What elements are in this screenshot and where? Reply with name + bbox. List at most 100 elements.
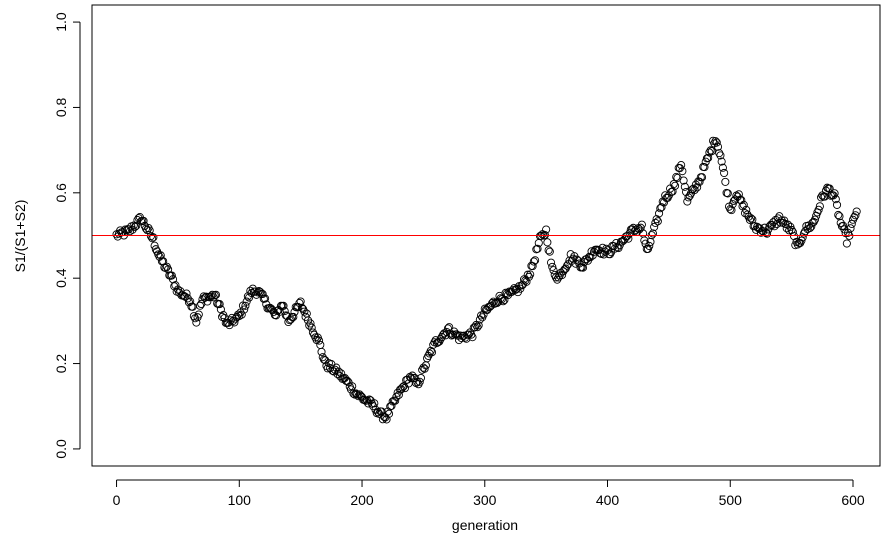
data-point (679, 176, 688, 185)
data-point (350, 390, 359, 399)
data-point (332, 363, 341, 372)
data-point (241, 301, 250, 310)
x-tick-label: 0 (113, 492, 121, 508)
plot-frame (91, 4, 881, 467)
data-point (742, 205, 751, 214)
data-point (663, 193, 672, 202)
data-point (705, 148, 714, 157)
data-point (684, 193, 693, 202)
data-point (700, 163, 709, 172)
data-point (148, 234, 157, 243)
y-tick-label: 0.8 (53, 98, 69, 118)
data-point (683, 197, 692, 206)
data-point (716, 151, 725, 160)
data-point (419, 363, 428, 372)
data-point (192, 318, 201, 327)
data-point (343, 376, 352, 385)
data-point (420, 364, 429, 373)
y-tick-label: 1.0 (53, 12, 69, 32)
data-point (836, 218, 845, 227)
data-point (747, 214, 756, 223)
data-point (445, 323, 454, 332)
data-point (672, 172, 681, 182)
data-point (586, 253, 595, 262)
data-point (715, 149, 724, 158)
data-point (377, 407, 386, 416)
data-point (707, 147, 716, 156)
data-point (852, 207, 861, 216)
data-point (637, 220, 646, 229)
data-point (553, 275, 562, 284)
data-point (307, 323, 316, 332)
data-point (472, 320, 481, 330)
y-tick-label: 0.4 (53, 268, 69, 288)
data-point (745, 215, 754, 224)
x-tick-label: 400 (596, 492, 620, 508)
data-point (797, 236, 806, 245)
data-point (720, 168, 729, 178)
data-point (718, 163, 727, 172)
data-point (151, 245, 160, 254)
data-point (847, 219, 856, 228)
data-point (457, 333, 466, 343)
y-axis-label: S1/(S1+S2) (12, 200, 28, 273)
data-point (474, 321, 483, 330)
data-point (631, 225, 640, 234)
data-point (256, 287, 265, 296)
data-point (648, 229, 657, 238)
data-point (194, 310, 203, 319)
data-point (693, 183, 702, 192)
data-point (289, 312, 298, 322)
data-point (846, 224, 855, 233)
data-point (499, 297, 508, 306)
data-point (726, 205, 735, 214)
data-point (669, 179, 678, 189)
data-point (562, 261, 572, 270)
data-point (216, 305, 225, 314)
data-point (125, 227, 135, 236)
data-point (678, 167, 687, 176)
data-point (383, 407, 392, 416)
data-point (814, 205, 823, 214)
y-tick-label: 0.0 (53, 439, 69, 459)
data-point (334, 367, 343, 376)
data-point (543, 238, 552, 247)
data-point (370, 399, 379, 408)
data-point (295, 298, 304, 308)
data-point (850, 213, 859, 222)
data-point (677, 161, 686, 170)
data-point (830, 189, 839, 198)
data-point (851, 211, 860, 220)
data-point (462, 334, 471, 343)
data-point (215, 300, 224, 309)
x-tick-label: 100 (228, 492, 252, 508)
data-point (470, 323, 480, 332)
data-point (234, 310, 243, 319)
data-point (415, 377, 424, 386)
data-point (261, 294, 270, 303)
data-point (235, 311, 244, 321)
data-point (734, 190, 743, 199)
data-point (548, 262, 557, 271)
data-point (528, 262, 537, 271)
data-point (785, 226, 794, 235)
data-point (526, 270, 535, 279)
data-point (246, 286, 255, 295)
data-point (296, 297, 305, 306)
data-point (578, 263, 588, 272)
data-point (650, 222, 659, 232)
data-point (547, 258, 556, 267)
data-point (717, 157, 726, 166)
data-point (416, 374, 425, 383)
data-point (842, 239, 851, 248)
data-point (657, 203, 666, 212)
data-point (533, 244, 542, 253)
data-point (572, 255, 581, 264)
data-point (391, 396, 400, 405)
data-point (542, 225, 551, 234)
data-point (496, 294, 505, 303)
data-point (211, 290, 221, 299)
x-tick-label: 300 (473, 492, 497, 508)
data-point (810, 215, 819, 224)
data-point (653, 217, 662, 226)
